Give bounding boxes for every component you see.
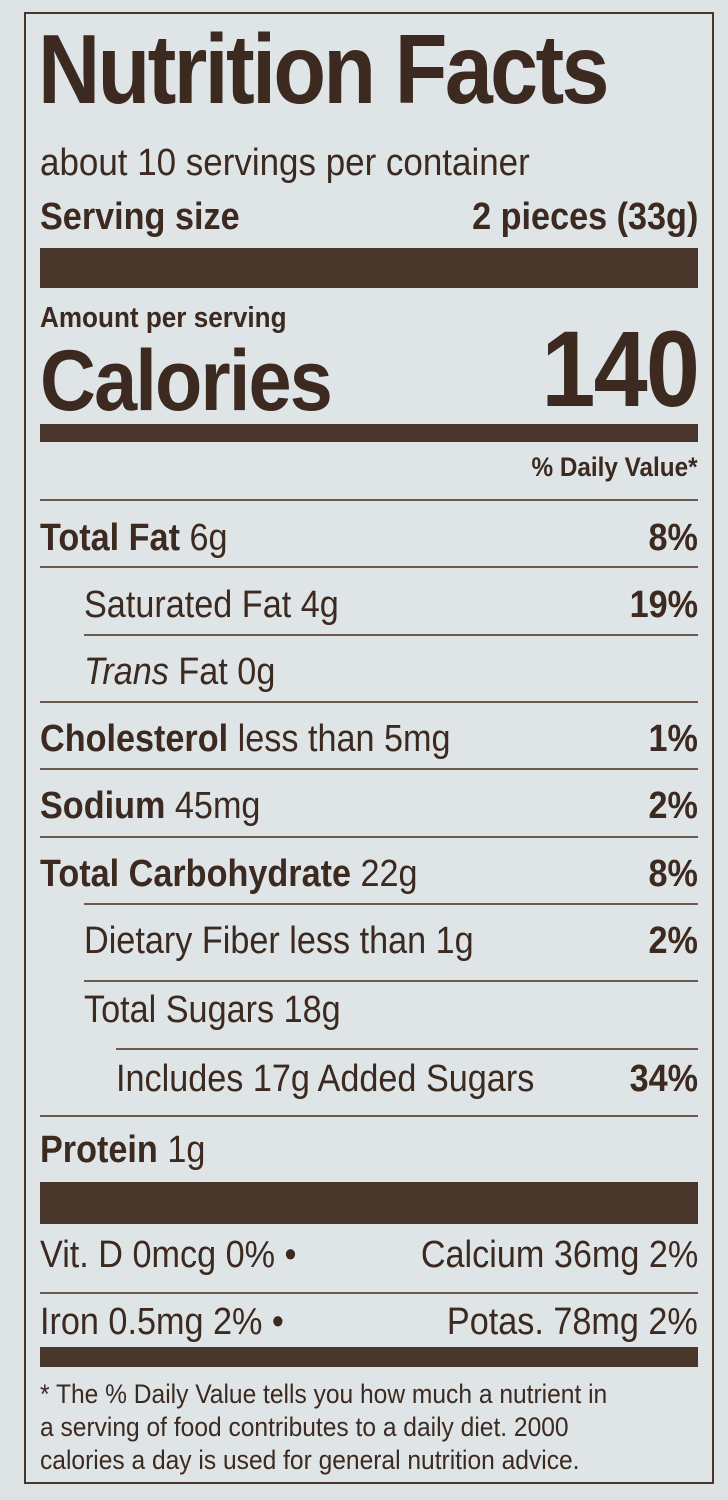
nutrient-row-total-fat: Total Fat 6g 8% <box>40 514 698 574</box>
medium-divider <box>40 424 698 442</box>
nutrient-row-sodium: Sodium 45mg 2% <box>40 782 698 842</box>
nutrient-percent: 8% <box>648 853 698 895</box>
nutrient-row-cholesterol: Cholesterol less than 5mg 1% <box>40 715 698 775</box>
divider <box>116 1048 698 1050</box>
nutrient-row-added-sugars: Includes 17g Added Sugars 34% <box>40 1055 698 1115</box>
nutrient-amount: 22g <box>351 853 418 895</box>
nutrient-name: Trans <box>84 651 169 693</box>
divider <box>84 903 698 905</box>
divider <box>40 1115 698 1117</box>
nutrient-name: Cholesterol <box>40 718 229 760</box>
daily-value-header: % Daily Value* <box>531 452 698 482</box>
nutrient-row-total-carbohydrate: Total Carbohydrate 22g 8% <box>40 850 698 910</box>
footnote-line: * The % Daily Value tells you how much a… <box>40 1379 608 1409</box>
nutrient-text: Total Sugars 18g <box>84 989 341 1031</box>
label-title: Nutrition Facts <box>38 14 610 124</box>
divider <box>40 701 698 703</box>
medium-divider <box>40 1347 698 1367</box>
nutrition-facts-label: Nutrition Facts about 10 servings per co… <box>24 12 714 1484</box>
divider <box>40 499 698 501</box>
nutrient-text: Dietary Fiber less than 1g <box>84 920 474 962</box>
divider <box>40 1292 698 1294</box>
nutrient-percent: 8% <box>648 517 698 559</box>
nutrient-name: Total Carbohydrate <box>40 853 352 895</box>
nutrient-percent: 19% <box>629 584 698 626</box>
footnote-line: calories a day is used for general nutri… <box>40 1445 580 1475</box>
amount-per-serving: Amount per serving <box>40 302 287 334</box>
nutrient-text: Includes 17g Added Sugars <box>116 1058 535 1100</box>
nutrient-row-protein: Protein 1g <box>40 1126 698 1186</box>
servings-per-container: about 10 servings per container <box>40 142 530 184</box>
nutrient-percent: 1% <box>648 718 698 760</box>
nutrient-amount: 45mg <box>165 785 261 827</box>
footnote: * The % Daily Value tells you how much a… <box>40 1378 655 1477</box>
divider <box>40 768 698 770</box>
nutrient-percent: 34% <box>629 1058 698 1100</box>
thick-divider <box>40 248 698 288</box>
nutrient-row-saturated-fat: Saturated Fat 4g 19% <box>40 581 698 641</box>
divider <box>40 836 698 838</box>
calories-label: Calories <box>40 333 333 429</box>
nutrient-amount: Fat 0g <box>168 651 276 693</box>
vitamin-right: Potas. 78mg 2% <box>447 1301 698 1343</box>
serving-size-value: 2 pieces (33g) <box>471 196 698 238</box>
nutrient-percent: 2% <box>648 785 698 827</box>
vitamin-right: Calcium 36mg 2% <box>420 1234 698 1276</box>
nutrient-row-trans-fat: Trans Fat 0g <box>40 648 698 708</box>
nutrient-amount: 6g <box>179 517 228 559</box>
footnote-line: a serving of food contributes to a daily… <box>40 1412 569 1442</box>
divider <box>84 634 698 636</box>
serving-size-row: Serving size 2 pieces (33g) <box>40 196 698 242</box>
nutrient-name: Total Fat <box>40 517 180 559</box>
nutrient-row-total-sugars: Total Sugars 18g <box>40 986 698 1046</box>
nutrient-row-dietary-fiber: Dietary Fiber less than 1g 2% <box>40 917 698 977</box>
nutrient-name: Sodium <box>40 785 166 827</box>
vitamin-left: Vit. D 0mcg 0% • <box>40 1234 297 1276</box>
thick-divider <box>40 1182 698 1224</box>
calories-value: 140 <box>541 308 700 429</box>
divider <box>84 980 698 982</box>
nutrient-name: Protein <box>40 1129 158 1171</box>
nutrient-text: Saturated Fat 4g <box>84 584 339 626</box>
nutrient-amount: less than 5mg <box>228 718 451 760</box>
divider <box>40 566 698 568</box>
nutrient-amount: 1g <box>157 1129 206 1171</box>
nutrient-percent: 2% <box>648 920 698 962</box>
vitamin-left: Iron 0.5mg 2% • <box>40 1301 284 1343</box>
serving-size-label: Serving size <box>40 196 240 238</box>
